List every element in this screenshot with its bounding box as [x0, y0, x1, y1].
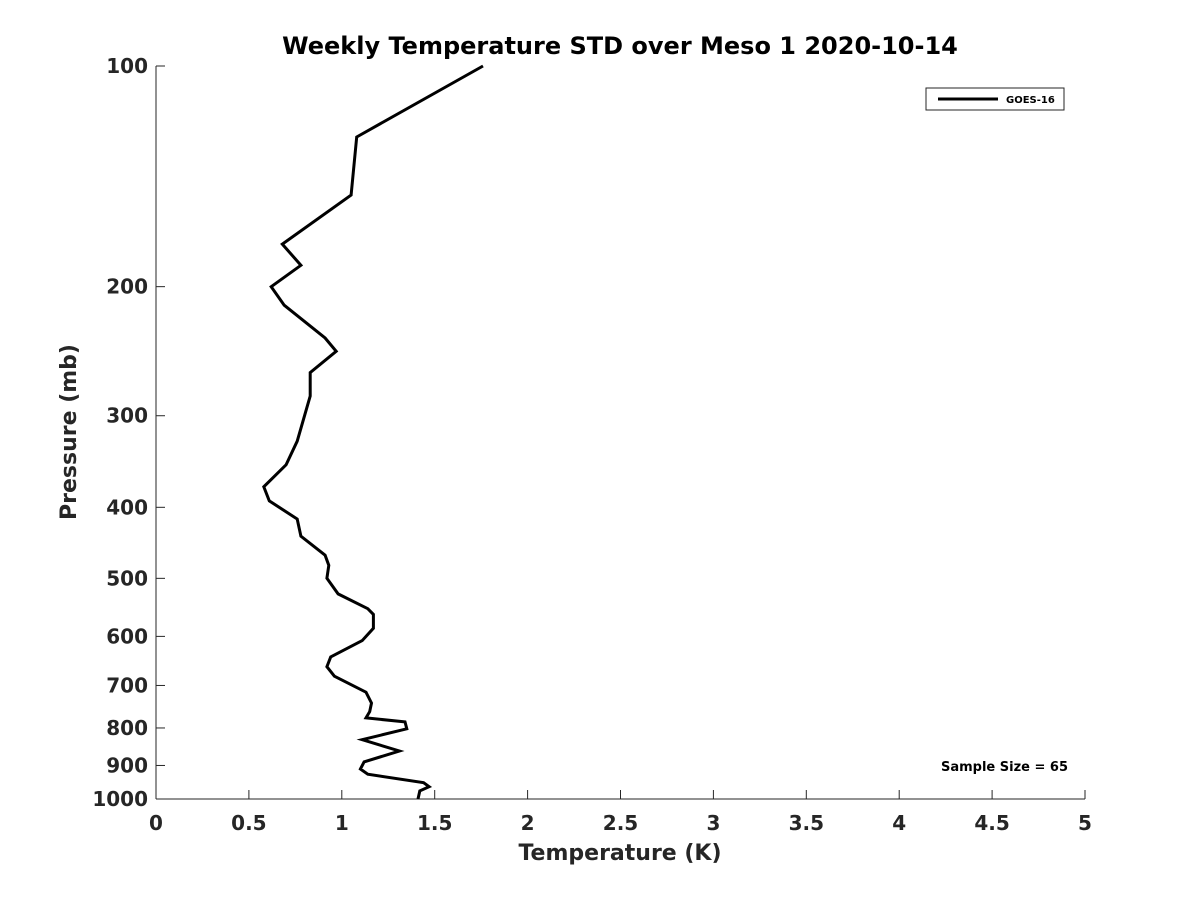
x-tick-label: 2 [521, 811, 535, 835]
x-tick-label: 1.5 [417, 811, 452, 835]
x-tick-label: 3.5 [789, 811, 824, 835]
series-line-goes-16 [262, 64, 484, 800]
legend: GOES-16 [925, 87, 1065, 111]
chart-title: Weekly Temperature STD over Meso 1 2020-… [282, 32, 958, 60]
y-tick-label: 300 [106, 404, 148, 428]
axes [155, 66, 1085, 800]
x-tick-label: 0.5 [231, 811, 266, 835]
y-tick-label: 100 [106, 54, 148, 78]
legend-label-goes-16: GOES-16 [1006, 95, 1055, 106]
x-tick-label: 5 [1078, 811, 1092, 835]
x-axis-ticks: 0 0.5 1 1.5 2 2.5 3 3.5 4 4.5 5 [149, 790, 1092, 835]
y-tick-label: 900 [106, 753, 148, 777]
y-tick-label: 700 [106, 673, 148, 697]
x-tick-label: 4 [892, 811, 906, 835]
y-axis-label: Pressure (mb) [57, 344, 82, 520]
y-tick-label: 1000 [92, 787, 148, 811]
y-tick-label: 400 [106, 495, 148, 519]
x-tick-label: 0 [149, 811, 163, 835]
y-tick-label: 800 [106, 716, 148, 740]
x-tick-label: 1 [335, 811, 349, 835]
y-axis-ticks: 100 200 300 400 500 600 700 800 900 1000 [92, 54, 165, 811]
x-tick-label: 2.5 [603, 811, 638, 835]
x-tick-label: 3 [706, 811, 720, 835]
sample-size-annotation: Sample Size = 65 [941, 760, 1068, 775]
x-tick-label: 4.5 [974, 811, 1009, 835]
y-tick-label: 200 [106, 275, 148, 299]
y-tick-label: 500 [106, 566, 148, 590]
x-axis-label: Temperature (K) [518, 841, 721, 866]
series-layer [262, 64, 484, 800]
y-tick-label: 600 [106, 624, 148, 648]
